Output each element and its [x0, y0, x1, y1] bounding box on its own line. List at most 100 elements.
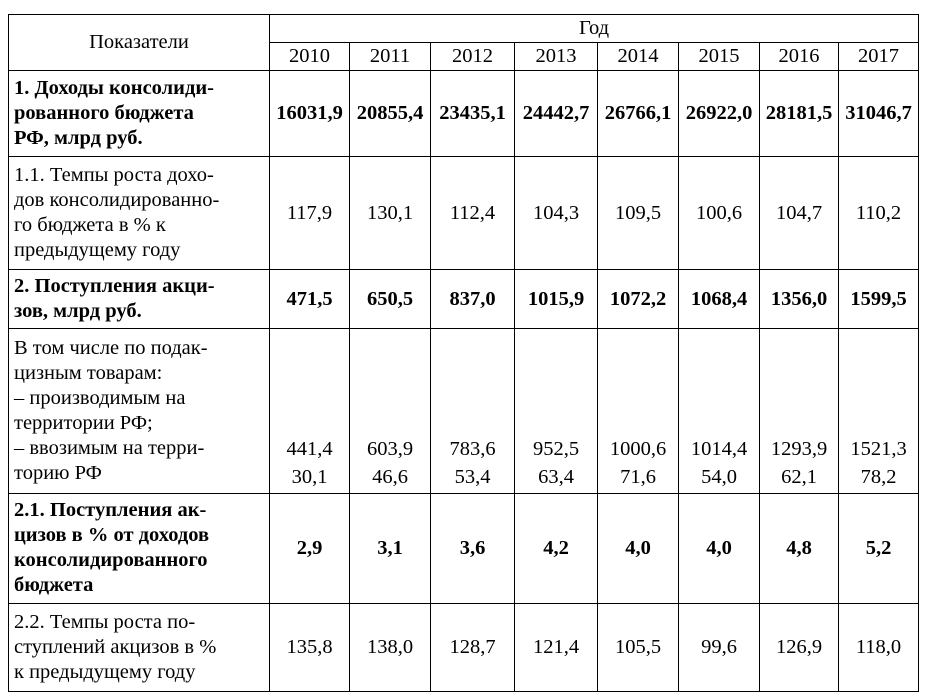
value-cell: 4,2 — [514, 492, 598, 604]
indicator-header: Показатели — [8, 13, 270, 72]
row-label-line: – ввозимым на терри- — [14, 437, 205, 460]
value-cell: 121,4 — [514, 602, 598, 693]
value-cell: 126,9 — [759, 602, 839, 693]
domestic-value: 441,4 — [286, 437, 333, 460]
row-label: 2.2. Темпы роста по- ступлений акцизов в… — [8, 602, 270, 693]
value-cell: 3,1 — [349, 492, 431, 604]
year-group-header: Год — [268, 13, 920, 44]
year-header: 2013 — [514, 42, 598, 72]
row-label: 1.1. Темпы роста дохо- дов консолидирова… — [8, 156, 270, 271]
row-label-line: 2.2. Темпы роста по- — [14, 610, 196, 633]
value-cell-pair: 1293,9 62,1 — [759, 328, 839, 494]
row-label-line: го бюджета в % к — [14, 214, 166, 237]
year-header: 2015 — [678, 42, 760, 72]
domestic-value: 952,5 — [532, 437, 580, 460]
value-cell-pair: 1014,4 54,0 — [678, 328, 760, 494]
year-header: 2017 — [837, 42, 920, 72]
value-cell: 16031,9 — [269, 70, 350, 158]
domestic-value: 783,6 — [449, 437, 496, 460]
value-cell: 110,2 — [837, 156, 920, 271]
value-cell: 26766,1 — [597, 70, 679, 158]
year-header: 2011 — [349, 42, 431, 72]
row-label-line: рованного бюджета — [14, 102, 194, 125]
row-label: 1. Доходы консолиди- рованного бюджета Р… — [8, 70, 270, 158]
value-cell: 4,0 — [597, 492, 679, 604]
table-row-budget-revenue: 1. Доходы консолиди- рованного бюджета Р… — [8, 70, 920, 158]
value-cell: 1015,9 — [514, 269, 598, 330]
row-label-line: ступлений акцизов в % — [14, 635, 217, 658]
value-cell: 112,4 — [430, 156, 515, 271]
value-cell-pair: 783,6 53,4 — [430, 328, 515, 494]
value-cell: 5,2 — [837, 492, 920, 604]
value-cell: 23435,1 — [430, 70, 515, 158]
value-cell: 1068,4 — [678, 269, 760, 330]
row-label: 2. Поступления акци- зов, млрд руб. — [8, 269, 270, 330]
imported-value: 62,1 — [781, 465, 817, 488]
table-row-excise-share: 2.1. Поступления ак- цизов в % от доходо… — [8, 492, 920, 604]
value-cell: 24442,7 — [514, 70, 598, 158]
value-cell-pair: 603,9 46,6 — [349, 328, 431, 494]
value-cell: 837,0 — [430, 269, 515, 330]
value-cell: 105,5 — [597, 602, 679, 693]
value-cell: 28181,5 — [759, 70, 839, 158]
domestic-value: 1014,4 — [690, 437, 748, 460]
imported-value: 71,6 — [620, 465, 656, 488]
value-cell: 1599,5 — [837, 269, 920, 330]
imported-value: 30,1 — [291, 465, 328, 488]
excise-revenue-table: Показатели Год 2010 2011 2012 2013 2014 … — [8, 13, 920, 693]
table-row-excise-breakdown: В том числе по подак- цизным товарам: – … — [8, 328, 920, 494]
row-label-line: бюджета — [14, 574, 94, 597]
value-cell: 100,6 — [678, 156, 760, 271]
imported-value: 78,2 — [860, 465, 897, 488]
value-cell: 4,0 — [678, 492, 760, 604]
row-label-line: зов, млрд руб. — [14, 300, 142, 323]
value-cell: 99,6 — [678, 602, 760, 693]
value-cell: 26922,0 — [678, 70, 760, 158]
table-row-revenue-growth: 1.1. Темпы роста дохо- дов консолидирова… — [8, 156, 920, 271]
row-label-line: РФ, млрд руб. — [14, 127, 143, 150]
value-cell: 138,0 — [349, 602, 431, 693]
row-label-line: к предыдущему году — [14, 660, 196, 683]
row-label-line: консолидированного — [14, 549, 208, 572]
year-header: 2016 — [759, 42, 839, 72]
value-cell: 650,5 — [349, 269, 431, 330]
year-header: 2014 — [597, 42, 679, 72]
value-cell-pair: 1521,3 78,2 — [837, 328, 920, 494]
imported-value: 54,0 — [701, 465, 737, 488]
value-cell-pair: 441,4 30,1 — [269, 328, 350, 494]
value-cell: 3,6 — [430, 492, 515, 604]
row-label-line: – производимым на — [14, 387, 186, 410]
year-header: 2012 — [430, 42, 515, 72]
imported-value: 63,4 — [538, 465, 574, 488]
row-label-line: торию РФ — [14, 462, 102, 485]
row-label-line: 2. Поступления акци- — [14, 275, 215, 298]
row-label: 2.1. Поступления ак- цизов в % от доходо… — [8, 492, 270, 604]
value-cell: 1356,0 — [759, 269, 839, 330]
value-cell: 471,5 — [269, 269, 350, 330]
row-label-line: дов консолидированно- — [14, 189, 220, 212]
row-label-line: цизов в % от доходов — [14, 524, 210, 547]
value-cell: 20855,4 — [349, 70, 431, 158]
value-cell: 130,1 — [349, 156, 431, 271]
row-label-line: 2.1. Поступления ак- — [14, 499, 207, 522]
table-row-excise-receipts: 2. Поступления акци- зов, млрд руб. 471,… — [8, 269, 920, 330]
value-cell: 117,9 — [269, 156, 350, 271]
year-header: 2010 — [269, 42, 350, 72]
value-cell: 135,8 — [269, 602, 350, 693]
header-row-top: Показатели Год — [8, 13, 920, 72]
value-cell: 1072,2 — [597, 269, 679, 330]
row-label-line: предыдущему году — [14, 239, 181, 262]
domestic-value: 1000,6 — [609, 437, 667, 460]
imported-value: 46,6 — [372, 465, 408, 488]
value-cell: 118,0 — [837, 602, 920, 693]
row-label: В том числе по подак- цизным товарам: – … — [8, 328, 270, 494]
value-cell: 104,7 — [759, 156, 839, 271]
value-cell: 2,9 — [269, 492, 350, 604]
imported-value: 53,4 — [454, 465, 491, 488]
row-label-line: территории РФ; — [14, 412, 153, 435]
domestic-value: 1521,3 — [850, 437, 907, 460]
value-cell-pair: 1000,6 71,6 — [597, 328, 679, 494]
domestic-value: 1293,9 — [770, 437, 828, 460]
value-cell: 128,7 — [430, 602, 515, 693]
value-cell: 31046,7 — [837, 70, 920, 158]
